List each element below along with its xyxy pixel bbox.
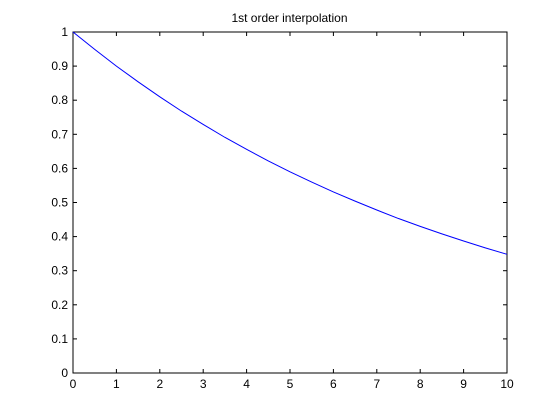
y-tick-label: 0.6 <box>51 161 68 175</box>
y-tick-label: 0.8 <box>51 93 68 107</box>
x-tick-label: 7 <box>373 377 380 391</box>
x-tick-label: 9 <box>460 377 467 391</box>
y-tick-label: 0.9 <box>51 59 68 73</box>
y-tick-label: 0.5 <box>51 196 68 210</box>
x-tick-label: 2 <box>156 377 163 391</box>
x-tick-label: 4 <box>243 377 250 391</box>
x-tick-label: 10 <box>500 377 514 391</box>
x-tick-label: 3 <box>200 377 207 391</box>
plot-area <box>72 31 508 374</box>
y-tick-label: 0.3 <box>51 264 68 278</box>
x-tick-label: 1 <box>113 377 120 391</box>
y-tick-label: 0.4 <box>51 230 68 244</box>
x-tick-label: 0 <box>70 377 77 391</box>
axis-tick-labels: 0 1 2 3 4 5 6 7 8 9 10 0 0.1 0.2 0.3 0.4 0.5 0.6 0.7 0.8 0.9… <box>51 25 514 391</box>
y-tick-label: 0.2 <box>51 298 68 312</box>
y-tick-label: 1 <box>61 25 68 39</box>
x-tick-label: 5 <box>287 377 294 391</box>
axis-ticks <box>72 31 508 374</box>
series-lines <box>72 31 508 255</box>
y-tick-label: 0.7 <box>51 127 68 141</box>
y-tick-label: 0.1 <box>51 332 68 346</box>
x-tick-label: 6 <box>330 377 337 391</box>
y-tick-label: 0 <box>61 366 68 380</box>
series-line <box>72 31 508 255</box>
x-tick-label: 8 <box>417 377 424 391</box>
chart-title: 1st order interpolation <box>231 11 347 25</box>
